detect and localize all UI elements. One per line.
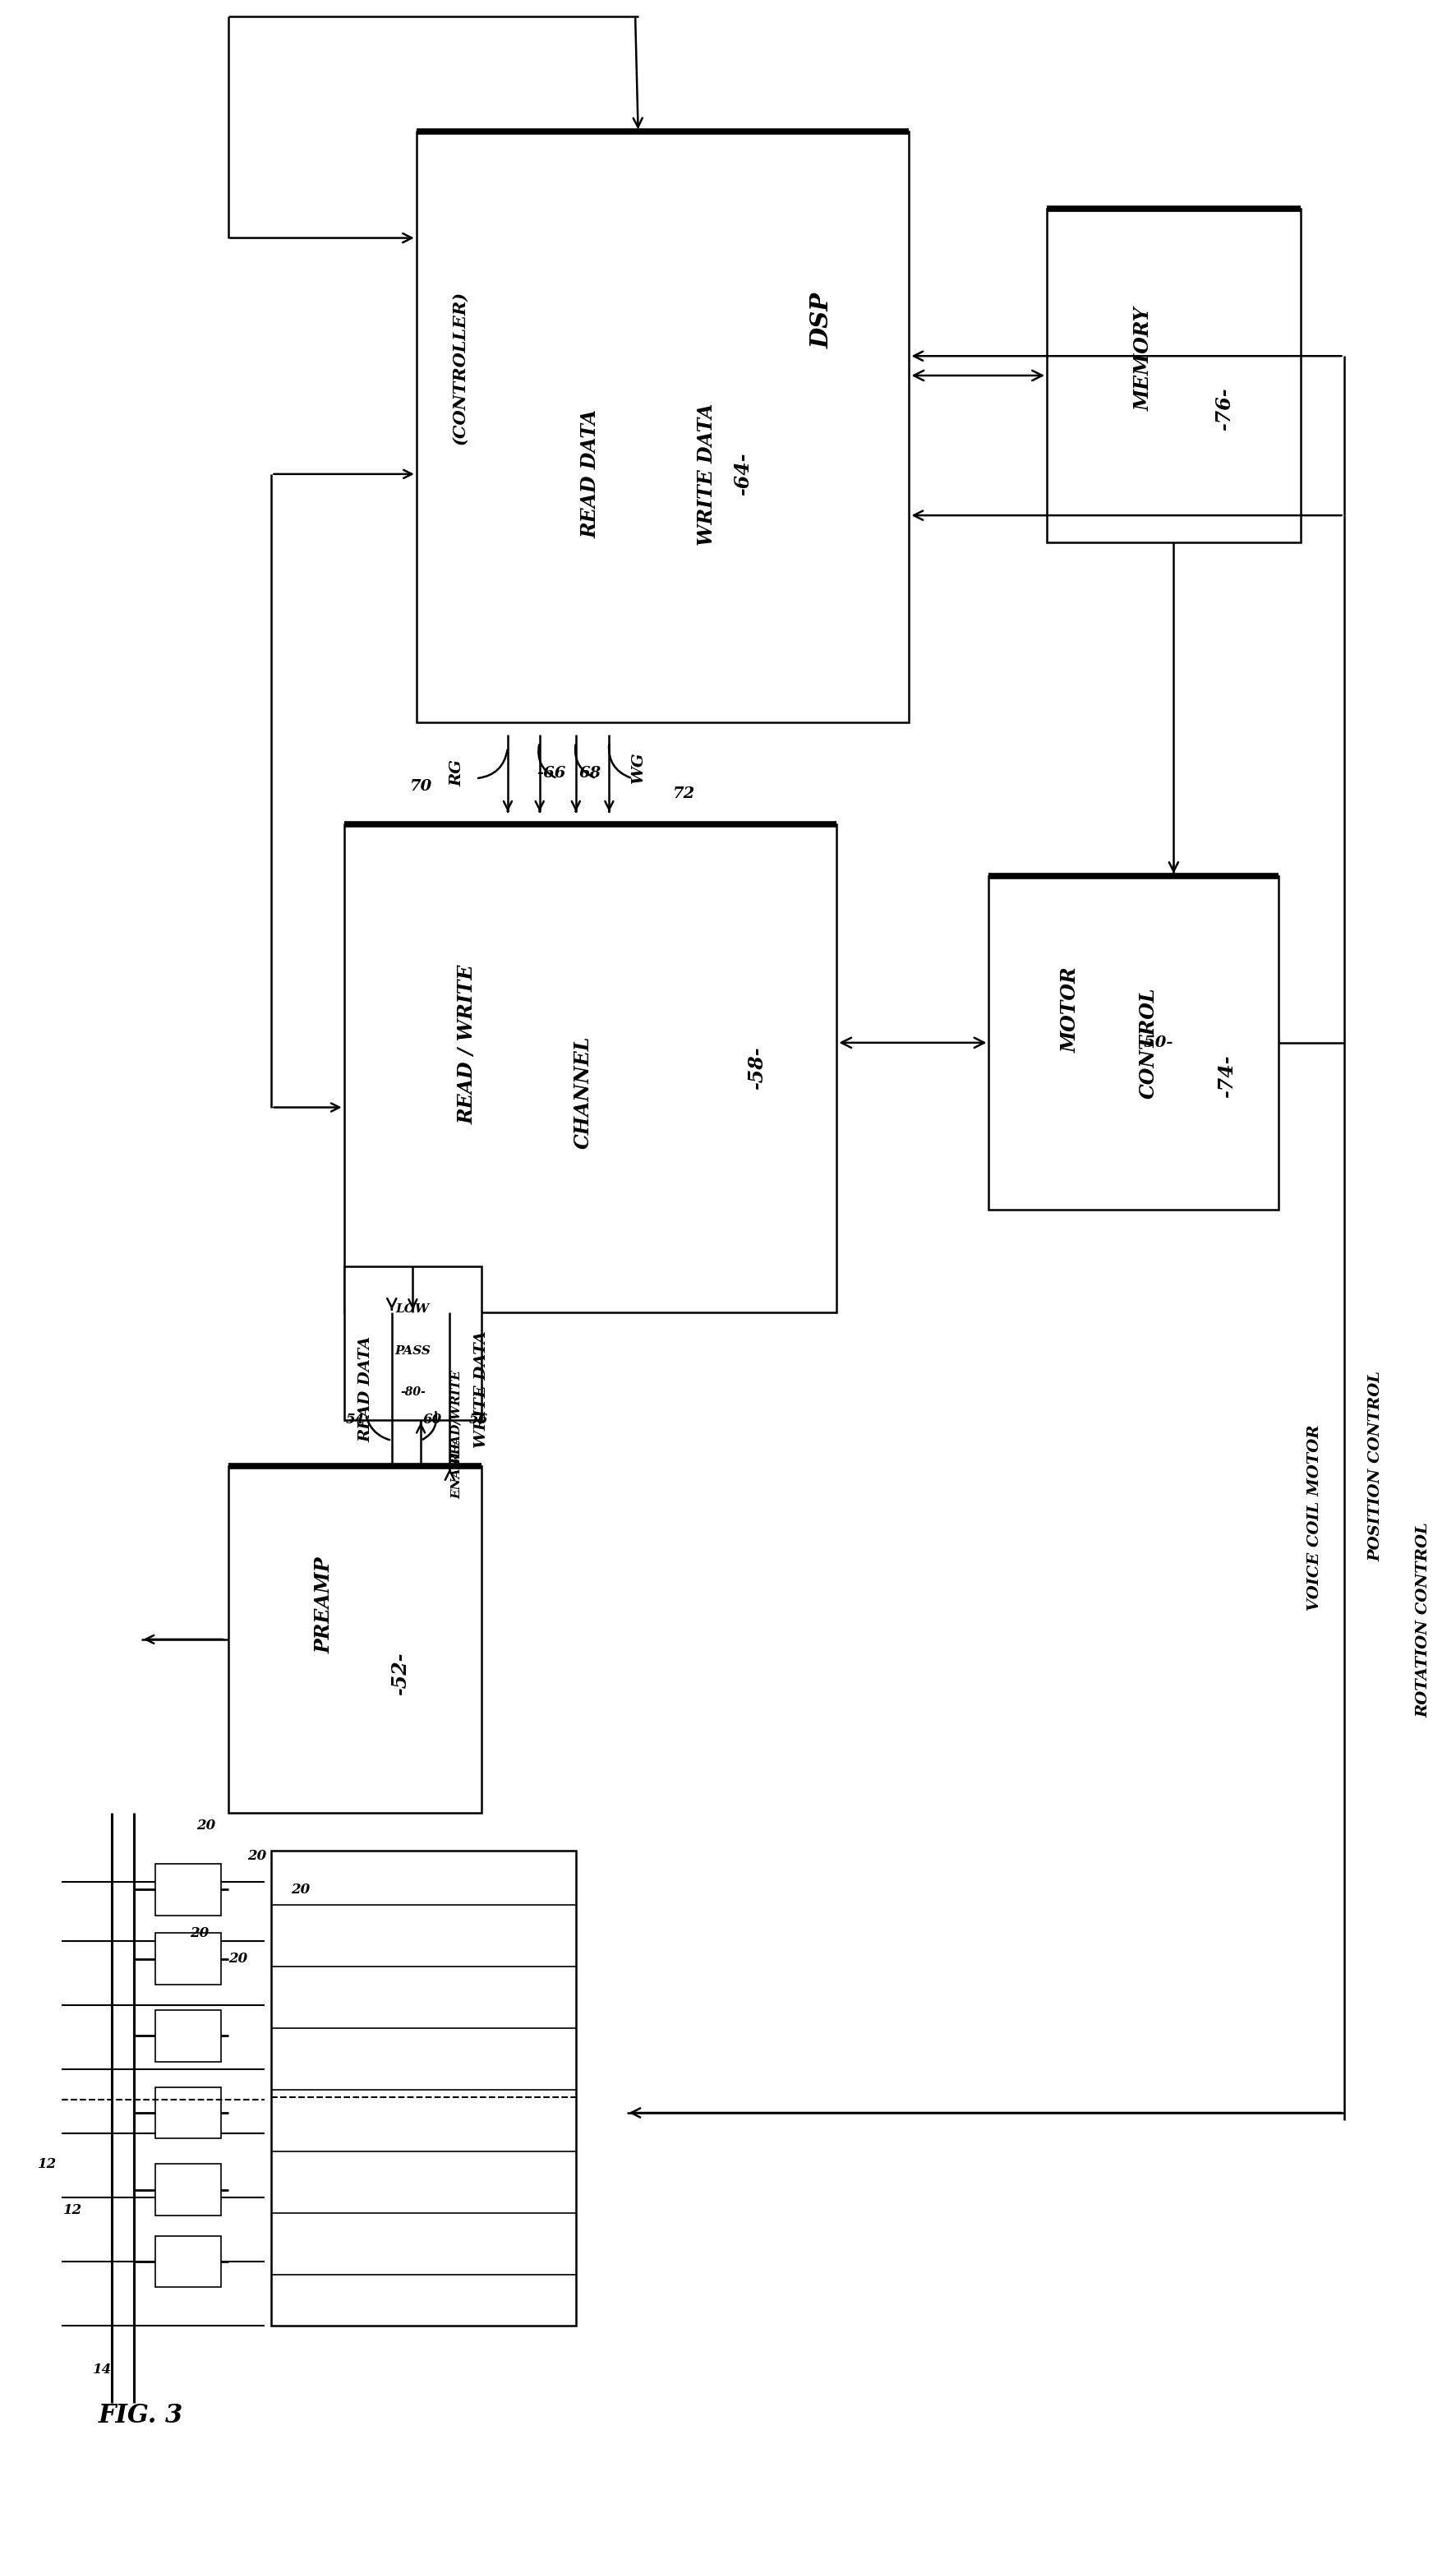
Text: READ/WRITE: READ/WRITE xyxy=(451,1371,463,1464)
Bar xyxy=(156,2010,221,2061)
Text: VOICE COIL MOTOR: VOICE COIL MOTOR xyxy=(1307,1425,1322,1611)
Text: DSP: DSP xyxy=(811,293,834,347)
Text: MOTOR: MOTOR xyxy=(1060,967,1080,1052)
Bar xyxy=(156,1932,221,1984)
Text: -66: -66 xyxy=(537,767,566,780)
Text: WRITE DATA: WRITE DATA xyxy=(475,1330,489,1449)
Text: MEMORY: MEMORY xyxy=(1133,306,1153,412)
Text: WG: WG xyxy=(630,751,645,785)
Bar xyxy=(344,823,837,1312)
Text: 72: 72 xyxy=(673,787,696,800)
Text: 20: 20 xyxy=(189,1927,208,1940)
Bar xyxy=(989,875,1278,1209)
Text: 60: 60 xyxy=(422,1413,443,1428)
Bar xyxy=(156,1863,221,1914)
Bar xyxy=(229,1467,482,1811)
Text: 70: 70 xyxy=(409,780,432,792)
Text: -64-: -64- xyxy=(732,453,753,497)
Bar xyxy=(271,1850,575,2326)
Bar xyxy=(156,2087,221,2138)
Text: LOW: LOW xyxy=(396,1305,430,1315)
Bar xyxy=(344,1266,482,1420)
Text: -74-: -74- xyxy=(1217,1055,1236,1099)
Text: READ DATA: READ DATA xyxy=(581,409,600,538)
Text: 12: 12 xyxy=(38,2156,57,2172)
Text: RG: RG xyxy=(450,759,464,787)
Text: CONTROL: CONTROL xyxy=(1139,988,1158,1099)
Text: FIG. 3: FIG. 3 xyxy=(99,2403,183,2429)
Text: -58-: -58- xyxy=(747,1047,767,1091)
Text: -50-: -50- xyxy=(1137,1034,1174,1050)
Text: 20: 20 xyxy=(248,1850,266,1863)
Text: PASS: PASS xyxy=(395,1346,431,1356)
Text: -52-: -52- xyxy=(390,1652,411,1696)
Text: CHANNEL: CHANNEL xyxy=(574,1037,593,1150)
Text: ENABLE: ENABLE xyxy=(451,1438,463,1497)
Text: 20: 20 xyxy=(291,1883,310,1896)
Text: READ DATA: READ DATA xyxy=(358,1335,373,1443)
Bar xyxy=(156,2164,221,2215)
Text: ROTATION CONTROL: ROTATION CONTROL xyxy=(1417,1523,1431,1719)
Text: 14: 14 xyxy=(92,2362,112,2377)
Text: -76-: -76- xyxy=(1214,389,1235,430)
Text: 68: 68 xyxy=(579,767,601,780)
Text: 12: 12 xyxy=(64,2202,83,2218)
Text: (CONTROLLER): (CONTROLLER) xyxy=(451,291,469,445)
Text: PREAMP: PREAMP xyxy=(314,1557,335,1652)
Text: READ / WRITE: READ / WRITE xyxy=(457,965,478,1124)
Text: POSITION CONTROL: POSITION CONTROL xyxy=(1369,1371,1383,1562)
Text: WRITE DATA: WRITE DATA xyxy=(696,404,716,545)
Text: 20: 20 xyxy=(197,1819,215,1832)
Bar xyxy=(416,131,909,723)
Text: -80-: -80- xyxy=(400,1387,425,1397)
Bar xyxy=(156,2236,221,2287)
Text: 56: 56 xyxy=(469,1413,488,1428)
Text: 54: 54 xyxy=(347,1413,365,1428)
Bar xyxy=(1047,208,1300,543)
Text: 20: 20 xyxy=(229,1953,248,1966)
